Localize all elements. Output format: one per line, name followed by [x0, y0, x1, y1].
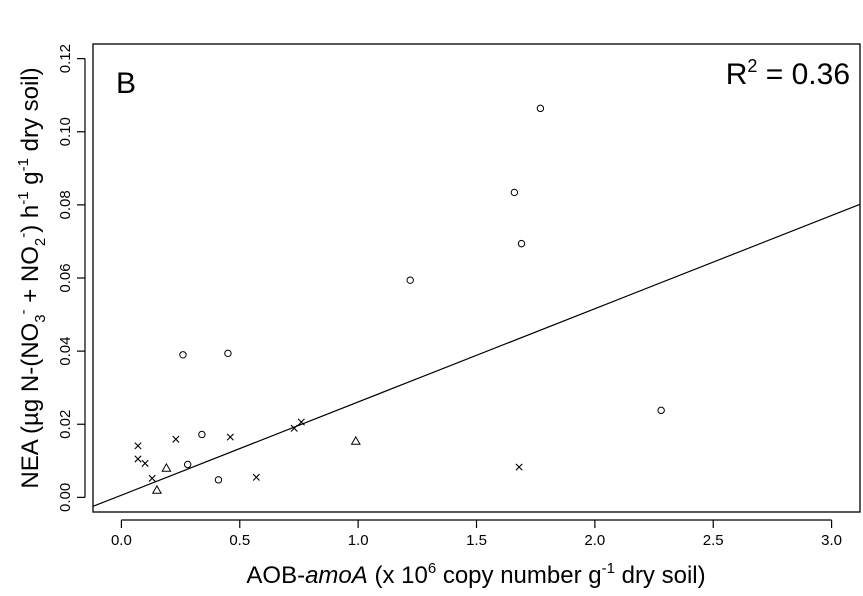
cross-point — [148, 474, 156, 482]
circle-point — [183, 460, 192, 469]
x-axis-title: AOB-amoA (x 106 copy number g-1 dry soil… — [246, 560, 705, 589]
cross-point — [141, 459, 149, 467]
circle-point — [198, 430, 206, 439]
triangle-point — [161, 462, 172, 472]
y-tick-label: 0.10 — [57, 117, 74, 146]
y-tick-label: 0.04 — [57, 337, 74, 366]
x-tick-label: 0.5 — [229, 532, 250, 549]
cross-point — [134, 455, 142, 463]
cross-point — [172, 435, 180, 443]
x-tick-label: 1.0 — [348, 532, 369, 549]
circle-point — [406, 276, 414, 284]
circle-point — [657, 406, 665, 415]
data-points — [134, 104, 665, 494]
circle-point — [536, 104, 545, 113]
x-axis: 0.0 0.5 1.0 1.5 2.0 2.5 3.0 — [111, 519, 842, 549]
x-tick-label: 3.0 — [821, 532, 842, 549]
circle-point — [214, 476, 223, 484]
x-tick-label: 0.0 — [111, 532, 132, 549]
circle-point — [224, 349, 232, 358]
cross-point — [515, 463, 523, 471]
cross-point — [297, 418, 305, 426]
y-axis: 0.00 0.02 0.04 0.06 0.08 0.10 0.12 — [57, 44, 86, 512]
triangle-point — [151, 484, 162, 494]
y-tick-label: 0.02 — [57, 410, 74, 439]
regression-line — [92, 203, 861, 507]
x-tick-label: 2.0 — [584, 532, 605, 549]
cross-point — [134, 442, 142, 450]
y-tick-label: 0.06 — [57, 263, 74, 292]
y-axis-title: NEA (µg N-(NO3- + NO2-) h-1 g-1 dry soil… — [15, 67, 49, 488]
panel-label: B — [116, 67, 136, 100]
circle-point — [517, 239, 526, 248]
r-squared-label: R2 = 0.36 — [726, 56, 850, 91]
y-tick-label: 0.12 — [57, 44, 74, 73]
circle-point — [510, 188, 519, 197]
x-tick-label: 2.5 — [703, 532, 724, 549]
circle-point — [179, 351, 187, 359]
y-tick-label: 0.00 — [57, 483, 74, 512]
triangle-point — [350, 435, 361, 445]
cross-point — [252, 473, 260, 481]
cross-point — [290, 424, 298, 432]
y-tick-label: 0.08 — [57, 190, 74, 219]
plot-frame — [92, 43, 861, 513]
x-tick-label: 1.5 — [466, 532, 487, 549]
cross-point — [226, 433, 234, 441]
